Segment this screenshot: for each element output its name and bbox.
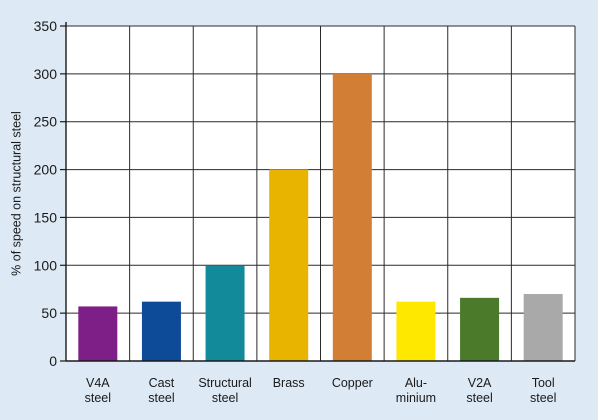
y-tick-label-150: 150	[34, 209, 58, 225]
bar-tool-steel	[523, 294, 563, 361]
y-tick-label-100: 100	[34, 257, 58, 273]
gridlines	[66, 25, 576, 361]
bar-brass	[269, 169, 309, 361]
y-tick-labels: 0 50 100 150 200 250 300 350	[34, 18, 58, 369]
y-axis-title: % of speed on structural steel	[9, 111, 23, 276]
y-tick-label-250: 250	[34, 114, 58, 130]
bars	[78, 73, 563, 361]
x-category-label-v4a-steel: V4A steel	[85, 376, 111, 405]
x-category-label-alu--minium: Alu-minium	[396, 376, 436, 405]
x-category-label-cast-steel: Cast steel	[148, 376, 175, 405]
y-tick-label-200: 200	[34, 162, 58, 178]
y-tick-label-350: 350	[34, 18, 58, 34]
y-tick-label-0: 0	[49, 353, 57, 369]
y-tick-label-50: 50	[41, 305, 57, 321]
bar-structural-steel	[205, 265, 245, 361]
bar-v4a-steel	[78, 306, 118, 361]
y-tick-label-300: 300	[34, 66, 58, 82]
bar-v2a-steel	[460, 297, 500, 361]
x-category-label-copper: Copper	[332, 376, 373, 390]
axes	[60, 22, 575, 362]
x-category-label-v2a-steel: V2A steel	[466, 376, 492, 405]
bar-copper	[332, 73, 372, 361]
x-category-labels: V4A steel Cast steel Structural steel Brass Cop…	[85, 376, 557, 405]
bar-cast-steel	[141, 301, 181, 361]
x-category-label-tool-steel: Tool steel	[530, 376, 556, 405]
bar-alu--minium	[396, 301, 436, 361]
x-category-label-brass: Brass	[273, 376, 305, 390]
x-category-label-structural-steel: Structural steel	[198, 376, 252, 405]
